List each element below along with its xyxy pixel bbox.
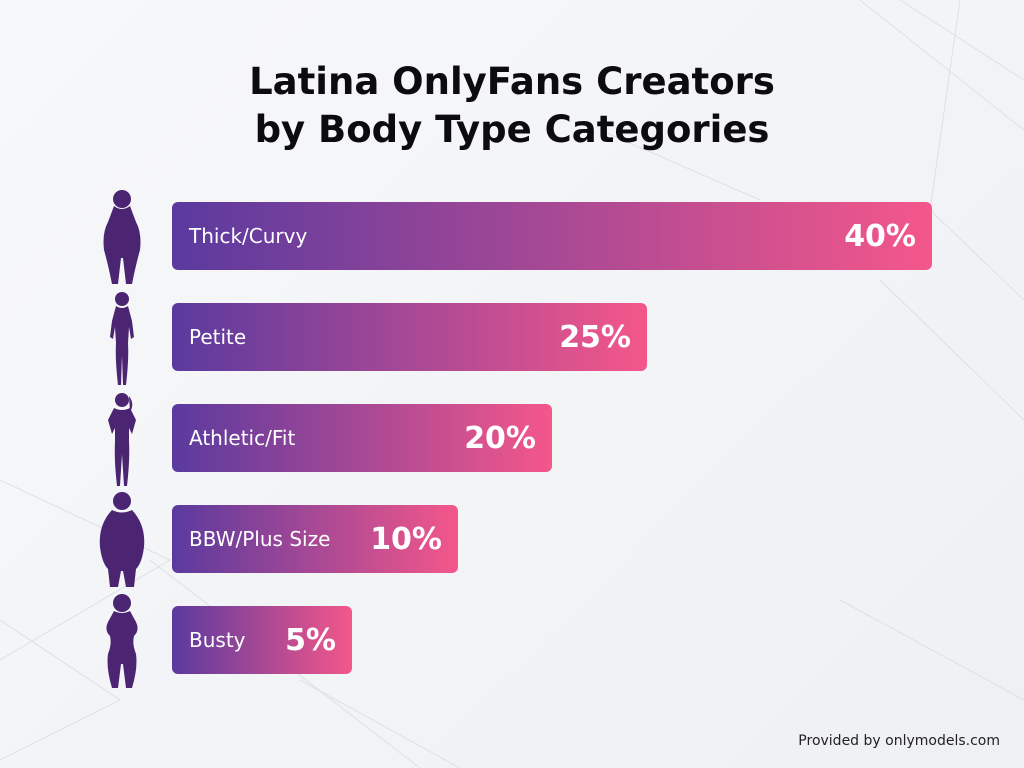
- chart-title: Latina OnlyFans Creators by Body Type Cat…: [249, 60, 775, 151]
- bar: Petite 25%: [172, 303, 647, 371]
- bar-value-label: 5%: [285, 622, 336, 658]
- bar-label: Petite: [189, 325, 247, 349]
- bar: Thick/Curvy 40%: [172, 202, 932, 270]
- bar-label: Athletic/Fit: [189, 426, 296, 450]
- bar-value-label: 25%: [559, 319, 631, 355]
- source-credit: Provided by onlymodels.com: [798, 733, 1000, 749]
- bar: BBW/Plus Size 10%: [172, 505, 458, 573]
- bar-label: Thick/Curvy: [189, 224, 308, 248]
- plus-size-woman-silhouette-icon: [99, 492, 145, 587]
- bar-row: BBW/Plus Size 10%: [96, 492, 996, 587]
- bar-value-label: 10%: [370, 521, 442, 557]
- bar-row: Petite 25%: [96, 292, 996, 385]
- bar-value-label: 40%: [844, 218, 916, 254]
- bar-row: Busty 5%: [96, 594, 996, 688]
- bar: Athletic/Fit 20%: [172, 404, 552, 472]
- bar-label: BBW/Plus Size: [189, 527, 331, 551]
- curvy-woman-silhouette-icon: [103, 190, 141, 284]
- bar-row: Athletic/Fit 20%: [96, 393, 996, 486]
- petite-woman-silhouette-icon: [110, 292, 134, 385]
- busty-woman-silhouette-icon: [106, 594, 138, 688]
- bar-row: Thick/Curvy 40%: [96, 190, 996, 284]
- bar-value-label: 20%: [464, 420, 536, 456]
- bar-label: Busty: [189, 628, 246, 652]
- athletic-woman-silhouette-icon: [108, 393, 136, 486]
- bar: Busty 5%: [172, 606, 352, 674]
